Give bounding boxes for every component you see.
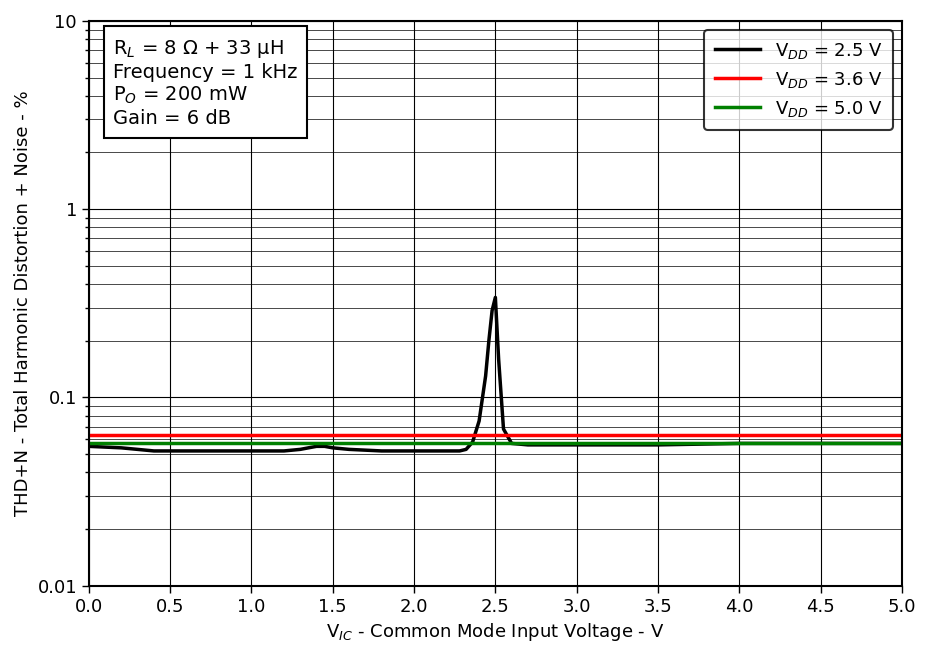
- X-axis label: V$_{IC}$ - Common Mode Input Voltage - V: V$_{IC}$ - Common Mode Input Voltage - V: [326, 621, 665, 643]
- Y-axis label: THD+N - Total Harmonic Distortion + Noise - %: THD+N - Total Harmonic Distortion + Nois…: [14, 91, 32, 516]
- Text: R$_L$ = 8 Ω + 33 μH
Frequency = 1 kHz
P$_O$ = 200 mW
Gain = 6 dB: R$_L$ = 8 Ω + 33 μH Frequency = 1 kHz P$…: [113, 38, 298, 128]
- Legend: V$_{DD}$ = 2.5 V, V$_{DD}$ = 3.6 V, V$_{DD}$ = 5.0 V: V$_{DD}$ = 2.5 V, V$_{DD}$ = 3.6 V, V$_{…: [704, 30, 893, 129]
